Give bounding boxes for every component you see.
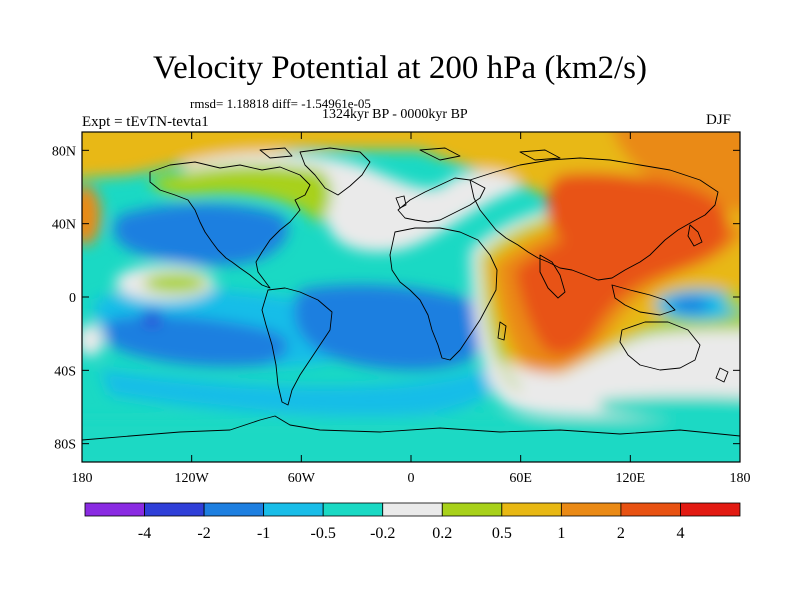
colorbar: -4 -2 -1 -0.5 -0.2 0.2 0.5 1 2 4 <box>84 502 741 542</box>
coast-japan <box>687 224 703 247</box>
coast-new-zealand <box>715 367 729 383</box>
region-blue-npacific <box>113 203 289 266</box>
coastlines <box>82 147 740 441</box>
lat-tick-label: 40N <box>52 218 76 233</box>
colorbar-swatch <box>620 502 681 517</box>
colorbar-swatch <box>441 502 503 517</box>
coast-europe <box>397 177 486 223</box>
experiment-label: Expt = tEvTN-tevta1 <box>82 114 209 130</box>
colorbar-label: -4 <box>138 525 151 542</box>
colorbar-label: 0.2 <box>432 525 452 542</box>
region-eastpacific-red <box>545 173 728 259</box>
region-maritime-blue <box>670 297 710 313</box>
colorbar-swatch <box>680 502 741 517</box>
coast-uk <box>395 195 407 209</box>
region-deepblue-center <box>142 310 162 326</box>
coast-africa <box>389 227 498 361</box>
colorbar-label: 0.5 <box>492 525 512 542</box>
longitude-axis: 180 120W 60W 0 60E 120E 180 <box>72 132 751 486</box>
lon-tick-label: 120E <box>616 471 646 486</box>
colorbar-swatch <box>144 502 205 517</box>
colorbar-label: -2 <box>197 525 210 542</box>
region-green-blob <box>143 273 207 293</box>
map-plot-area <box>82 132 740 462</box>
region-lightblue-south <box>100 360 501 417</box>
velocity-potential-field <box>82 132 740 462</box>
lon-tick-label: 0 <box>408 471 415 486</box>
colorbar-swatch <box>501 502 562 517</box>
region-maritime-green <box>725 290 740 310</box>
season-label: DJF <box>706 112 732 128</box>
coast-north-america <box>149 161 311 289</box>
coast-madagascar <box>497 321 507 341</box>
colorbar-swatch <box>322 502 384 517</box>
region-antarctic-teal <box>82 420 740 462</box>
coast-antarctica <box>82 415 740 441</box>
region-blue-pacific-south <box>103 315 289 367</box>
latitude-axis: 80N 40N 0 40S 80S <box>52 144 740 453</box>
subtitle: 1324kyr BP - 0000kyr BP <box>322 107 468 122</box>
stats-text: rmsd= 1.18818 diff= -1.54961e-05 <box>190 96 371 111</box>
plot-title: Velocity Potential at 200 hPa (km2/s) <box>152 50 648 86</box>
region-orange-west-edge <box>82 185 101 245</box>
region-green-north <box>150 164 332 225</box>
colorbar-swatch <box>203 502 265 517</box>
region-blue-satlantic <box>294 284 489 371</box>
coast-se-asia <box>611 284 676 316</box>
colorbar-label: -0.2 <box>370 525 395 542</box>
colorbar-swatch <box>84 502 145 517</box>
colorbar-label: -0.5 <box>311 525 336 542</box>
lat-tick-label: 40S <box>54 364 76 379</box>
coast-india <box>539 254 566 299</box>
coast-greenland <box>299 147 371 196</box>
coast-arctic-islands <box>259 147 561 161</box>
colorbar-label: 4 <box>676 525 684 542</box>
lon-tick-label: 180 <box>730 471 751 486</box>
lon-tick-label: 120W <box>175 471 210 486</box>
coast-australia <box>619 321 701 371</box>
colorbar-label: -1 <box>257 525 270 542</box>
colorbar-swatch <box>560 502 622 517</box>
colorbar-label: 2 <box>617 525 625 542</box>
coast-south-america <box>261 287 333 406</box>
colorbar-swatch <box>382 502 443 517</box>
lat-tick-label: 80N <box>52 144 76 159</box>
lon-tick-label: 60W <box>288 471 316 486</box>
coast-asia <box>469 157 719 281</box>
region-white-south-indian <box>500 344 690 411</box>
region-white-west-edge <box>82 324 104 356</box>
lon-tick-label: 60E <box>509 471 532 486</box>
lat-tick-label: 80S <box>54 438 76 453</box>
colorbar-label: 1 <box>557 525 565 542</box>
region-green-south <box>600 395 740 421</box>
colorbar-swatch <box>263 502 324 517</box>
lat-tick-label: 0 <box>69 291 76 306</box>
lon-tick-label: 180 <box>72 471 93 486</box>
